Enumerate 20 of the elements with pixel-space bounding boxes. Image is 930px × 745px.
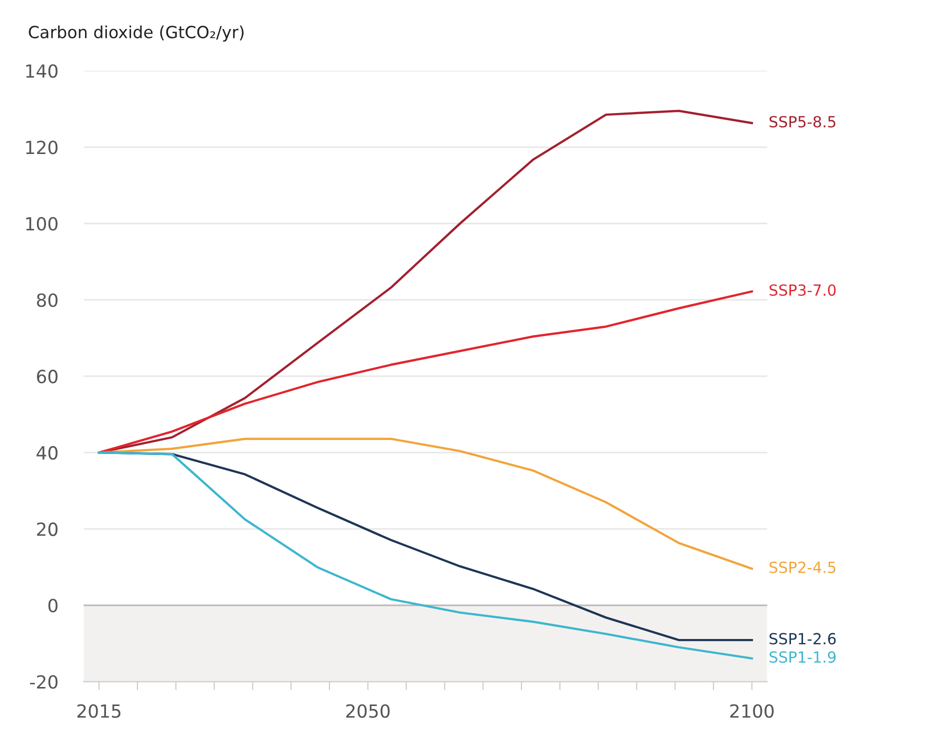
y-tick-label: 80 — [36, 293, 58, 307]
line-series — [98, 290, 753, 454]
y-tick-label: 40 — [36, 446, 58, 460]
series-label: SSP1-2.6 — [770, 632, 836, 644]
y-tick-label: 100 — [26, 216, 58, 231]
x-tick-label: 2050 — [346, 704, 390, 718]
y-tick-label: 20 — [37, 522, 58, 536]
y-tick-label: 60 — [36, 370, 58, 384]
series-label: SSP2-4.5 — [770, 562, 836, 574]
series-label: SSP5-8.5 — [770, 116, 836, 128]
series-label: SSP1-1.9 — [770, 651, 836, 663]
line-series — [98, 110, 753, 454]
y-tick-label: -20 — [30, 675, 58, 689]
x-tick-label: 2015 — [77, 704, 120, 718]
y-axis-title: Carbon dioxide (GtCO₂/yr) — [28, 25, 244, 42]
x-tick-label: 2100 — [730, 704, 774, 718]
y-tick-label: 0 — [48, 598, 58, 612]
y-tick-label: 120 — [26, 140, 58, 154]
y-tick-label: 140 — [26, 64, 58, 78]
series-label: SSP3-7.0 — [770, 284, 836, 296]
